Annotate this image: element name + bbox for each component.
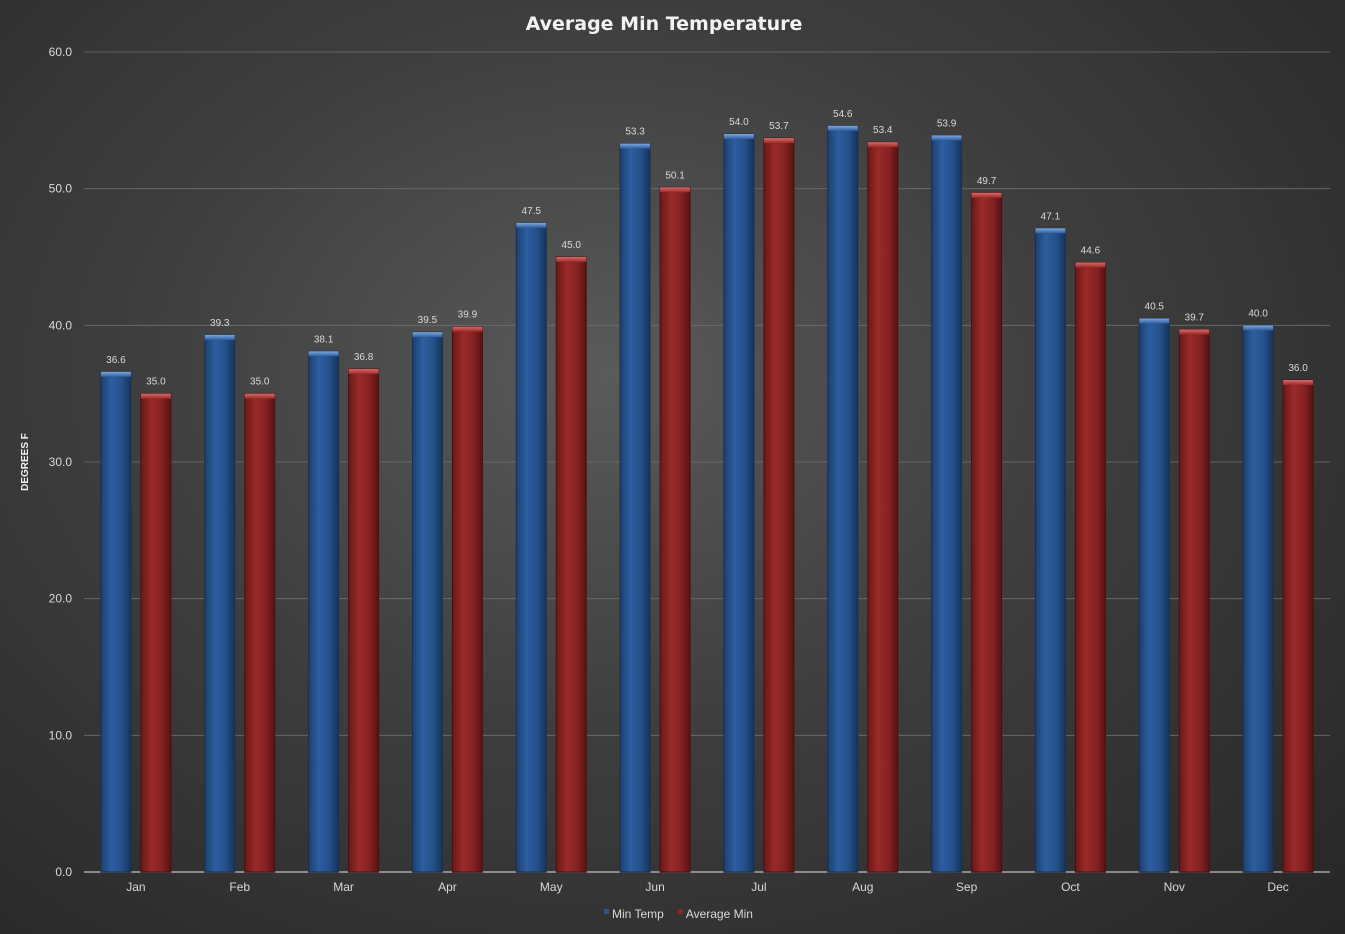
bar-min-temp xyxy=(411,331,443,873)
legend-label: Min Temp xyxy=(612,907,664,921)
bar-min-temp xyxy=(204,334,236,873)
data-label: 54.0 xyxy=(729,117,749,128)
y-tick-label: 10.0 xyxy=(49,728,73,742)
data-label: 47.5 xyxy=(522,206,542,217)
data-label: 39.5 xyxy=(418,315,438,326)
bar-min-temp xyxy=(515,222,547,873)
bar-min-temp xyxy=(619,143,651,873)
legend-item: Min Temp xyxy=(604,907,664,921)
data-label: 40.5 xyxy=(1145,302,1165,313)
bar-min-temp xyxy=(1034,227,1066,873)
y-tick-label: 40.0 xyxy=(49,318,73,332)
data-label: 39.7 xyxy=(1185,312,1205,323)
data-label: 49.7 xyxy=(977,176,997,187)
data-label: 39.3 xyxy=(210,318,230,329)
x-tick-label: Aug xyxy=(852,880,873,894)
bar-average-min xyxy=(140,393,172,873)
y-tick-label: 0.0 xyxy=(55,865,72,879)
bar-min-temp xyxy=(827,125,859,873)
bar-min-temp xyxy=(308,350,340,873)
data-label: 39.9 xyxy=(458,310,478,321)
data-label: 35.0 xyxy=(250,377,270,388)
y-tick-label: 50.0 xyxy=(49,182,73,196)
y-axis-ticks: 0.0 10.0 20.0 30.0 40.0 50.0 60.0 xyxy=(49,45,73,879)
grid-lines xyxy=(84,51,1330,873)
bar-average-min xyxy=(451,326,483,873)
x-tick-label: Sep xyxy=(956,880,978,894)
bars xyxy=(100,125,1314,873)
x-tick-label: Feb xyxy=(229,880,250,894)
x-tick-label: Dec xyxy=(1267,880,1288,894)
legend-label: Average Min xyxy=(686,907,753,921)
x-axis-ticks: Jan Feb Mar Apr May Jun Jul Aug Sep Oct Nov Dec xyxy=(126,880,1289,894)
legend-swatch xyxy=(677,909,683,914)
legend: Min Temp Average Min xyxy=(604,907,753,921)
bar-average-min xyxy=(763,137,795,873)
legend-item: Average Min xyxy=(677,907,753,921)
bar-average-min xyxy=(659,186,691,873)
data-label: 50.1 xyxy=(665,170,685,181)
data-label: 53.3 xyxy=(625,127,645,138)
y-tick-label: 20.0 xyxy=(49,592,73,606)
chart-title: Average Min Temperature xyxy=(526,13,803,35)
bar-min-temp xyxy=(931,134,963,873)
x-tick-label: Jan xyxy=(126,880,145,894)
bar-average-min xyxy=(244,393,276,873)
x-tick-label: Jul xyxy=(751,880,766,894)
y-tick-label: 60.0 xyxy=(49,45,73,59)
bar-average-min xyxy=(555,256,587,873)
bar-average-min xyxy=(1074,261,1106,873)
bar-average-min xyxy=(1282,379,1314,873)
data-label: 45.0 xyxy=(562,240,582,251)
x-tick-label: Mar xyxy=(333,880,354,894)
x-tick-label: Oct xyxy=(1061,880,1080,894)
data-label: 47.1 xyxy=(1041,211,1061,222)
data-label: 38.1 xyxy=(314,334,334,345)
data-label: 44.6 xyxy=(1081,245,1101,256)
data-label: 36.8 xyxy=(354,352,374,363)
legend-swatch xyxy=(604,909,609,914)
data-label: 36.0 xyxy=(1288,363,1308,374)
bar-min-temp xyxy=(723,133,755,873)
bar-min-temp xyxy=(100,371,132,873)
data-label: 36.6 xyxy=(106,355,126,366)
x-tick-label: Nov xyxy=(1164,880,1185,894)
data-label: 53.4 xyxy=(873,125,893,136)
data-label: 35.0 xyxy=(146,377,166,388)
data-label: 54.6 xyxy=(833,109,853,120)
data-label: 53.9 xyxy=(937,118,957,129)
data-label: 53.7 xyxy=(769,121,789,132)
x-tick-label: Apr xyxy=(438,880,457,894)
x-tick-label: Jun xyxy=(645,880,664,894)
bar-min-temp xyxy=(1242,324,1274,873)
bar-average-min xyxy=(971,192,1003,873)
bar-min-temp xyxy=(1138,318,1170,873)
data-label: 40.0 xyxy=(1248,308,1268,319)
bar-average-min xyxy=(348,368,380,873)
bar-average-min xyxy=(1178,328,1210,873)
x-tick-label: May xyxy=(540,880,563,894)
bar-average-min xyxy=(867,141,899,873)
y-axis-label: DEGREES F xyxy=(20,433,31,491)
y-tick-label: 30.0 xyxy=(49,455,73,469)
data-labels: 36.6 35.0 39.3 35.0 38.1 36.8 39.5 39.9 47.5 45.0… xyxy=(106,109,1308,388)
